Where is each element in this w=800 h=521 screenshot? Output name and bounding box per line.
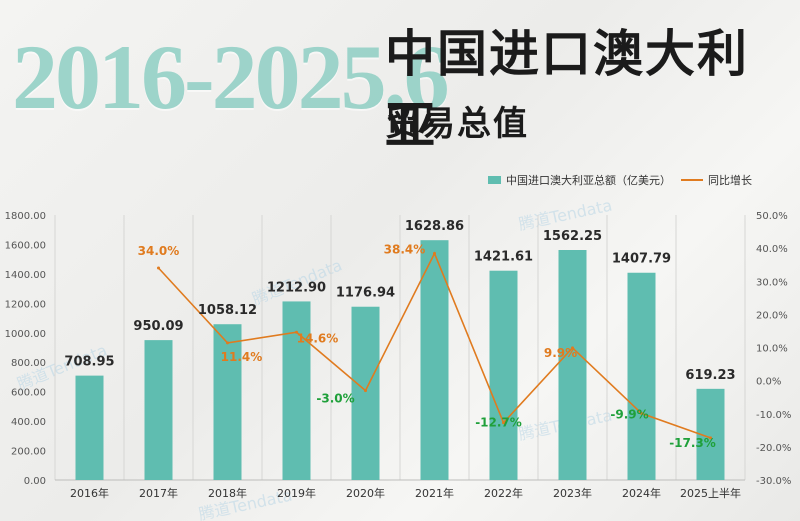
y-right-tick-label: -30.0% bbox=[756, 476, 791, 487]
growth-pct-label: 34.0% bbox=[138, 244, 180, 258]
growth-pct-label: 11.4% bbox=[221, 350, 263, 364]
bar-value-label: 1562.25 bbox=[543, 229, 602, 244]
legend-bar-swatch bbox=[488, 176, 501, 184]
bar-value-label: 1212.90 bbox=[267, 280, 326, 295]
y-right-tick-label: 20.0% bbox=[756, 310, 788, 321]
growth-point bbox=[295, 330, 298, 334]
y-left-tick-label: 200.00 bbox=[11, 447, 46, 458]
legend: 中国进口澳大利亚总额（亿美元） 同比增长 bbox=[488, 172, 752, 188]
growth-pct-label: -17.3% bbox=[669, 436, 716, 450]
bar bbox=[213, 324, 242, 480]
legend-bar-label: 中国进口澳大利亚总额（亿美元） bbox=[506, 174, 671, 187]
x-tick-label: 2024年 bbox=[622, 486, 661, 500]
x-tick-label: 2021年 bbox=[415, 486, 454, 500]
legend-item-bar: 中国进口澳大利亚总额（亿美元） bbox=[488, 172, 671, 188]
bar-value-label: 708.95 bbox=[64, 355, 114, 370]
bar bbox=[420, 240, 449, 480]
growth-pct-label: 38.4% bbox=[384, 242, 426, 256]
x-tick-label: 2025上半年 bbox=[680, 486, 741, 500]
y-right-tick-label: 10.0% bbox=[756, 344, 788, 355]
growth-pct-label: 14.6% bbox=[297, 331, 339, 345]
legend-item-line: 同比增长 bbox=[681, 172, 752, 188]
bar-value-label: 1407.79 bbox=[612, 252, 671, 267]
bar-value-label: 1421.61 bbox=[474, 250, 533, 265]
growth-pct-label: -12.7% bbox=[475, 416, 522, 430]
bar bbox=[282, 301, 311, 480]
bar-value-label: 1176.94 bbox=[336, 286, 395, 301]
chart-subtitle: 贸易总值 bbox=[385, 104, 529, 144]
bar-value-label: 1628.86 bbox=[405, 219, 464, 234]
y-right-tick-label: -10.0% bbox=[756, 410, 791, 421]
bar bbox=[351, 306, 380, 480]
y-right-tick-label: 30.0% bbox=[756, 277, 788, 288]
bar bbox=[144, 340, 173, 480]
growth-point bbox=[502, 421, 505, 425]
growth-point bbox=[364, 389, 367, 393]
y-right-tick-label: 40.0% bbox=[756, 244, 788, 255]
x-tick-label: 2019年 bbox=[277, 486, 316, 500]
x-tick-label: 2016年 bbox=[70, 486, 109, 500]
bar bbox=[558, 250, 587, 480]
growth-point bbox=[709, 436, 712, 440]
y-left-tick-label: 0.00 bbox=[24, 476, 46, 487]
growth-point bbox=[157, 266, 160, 270]
chart-title: 中国进口澳大利亚 bbox=[385, 24, 749, 155]
y-left-tick-label: 1000.00 bbox=[5, 329, 46, 340]
x-tick-label: 2017年 bbox=[139, 486, 178, 500]
x-tick-label: 2022年 bbox=[484, 486, 523, 500]
bar-value-label: 1058.12 bbox=[198, 303, 257, 318]
legend-line-label: 同比增长 bbox=[708, 174, 752, 187]
bar-value-label: 619.23 bbox=[685, 368, 735, 383]
y-left-tick-label: 1800.00 bbox=[5, 211, 46, 222]
y-right-tick-label: -20.0% bbox=[756, 443, 791, 454]
bar bbox=[627, 272, 656, 480]
hero-years: 2016-2025.6 bbox=[12, 26, 450, 128]
y-left-tick-label: 1600.00 bbox=[5, 240, 46, 251]
y-left-tick-label: 800.00 bbox=[11, 358, 46, 369]
x-tick-label: 2023年 bbox=[553, 486, 592, 500]
y-right-tick-label: 0.0% bbox=[756, 377, 781, 388]
growth-point bbox=[226, 341, 229, 345]
bar bbox=[489, 270, 518, 480]
x-tick-label: 2020年 bbox=[346, 486, 385, 500]
y-right-tick-label: 50.0% bbox=[756, 211, 788, 222]
legend-line-swatch bbox=[681, 179, 703, 181]
bar bbox=[75, 375, 104, 480]
x-tick-label: 2018年 bbox=[208, 486, 247, 500]
growth-pct-label: -3.0% bbox=[316, 392, 354, 406]
growth-point bbox=[571, 346, 574, 350]
bar-value-label: 950.09 bbox=[133, 319, 183, 334]
y-left-tick-label: 1400.00 bbox=[5, 270, 46, 281]
growth-point bbox=[640, 411, 643, 415]
growth-pct-label: -9.9% bbox=[610, 407, 648, 421]
growth-pct-label: 9.9% bbox=[544, 346, 577, 360]
y-left-tick-label: 1200.00 bbox=[5, 299, 46, 310]
growth-point bbox=[433, 251, 436, 255]
y-left-tick-label: 600.00 bbox=[11, 388, 46, 399]
y-left-tick-label: 400.00 bbox=[11, 417, 46, 428]
